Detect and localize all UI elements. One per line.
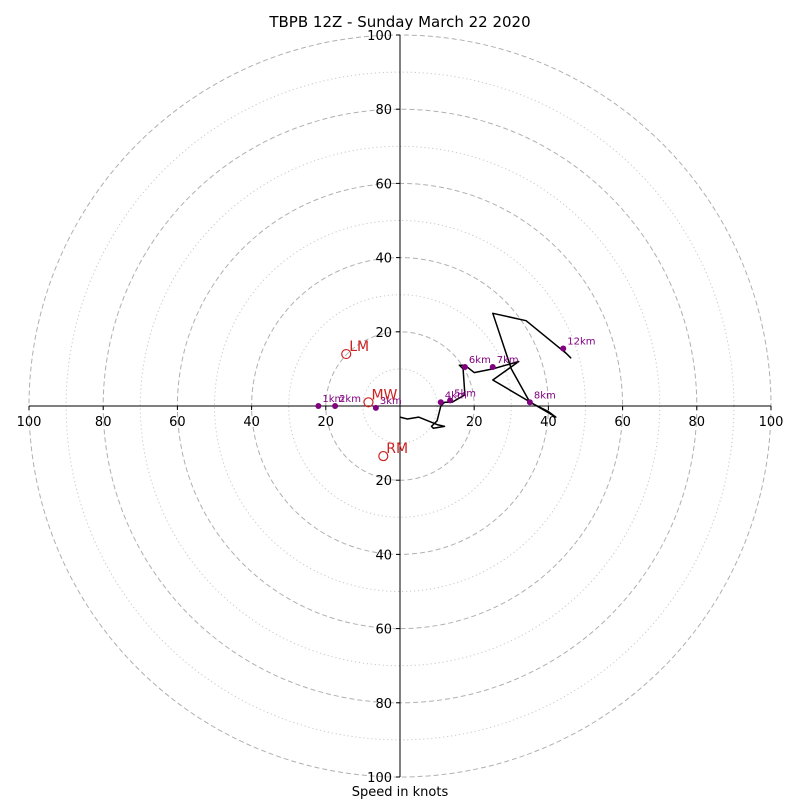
height-marker-point bbox=[332, 403, 339, 409]
x-tick-label: 100 bbox=[17, 415, 42, 430]
height-marker-point bbox=[315, 403, 322, 409]
x-tick-label: 20 bbox=[466, 415, 483, 430]
y-tick-label: 20 bbox=[375, 326, 392, 341]
y-tick-label: 100 bbox=[367, 771, 392, 786]
height-marker-point bbox=[489, 364, 496, 371]
y-tick-label: 40 bbox=[375, 548, 392, 563]
chart-title: TBPB 12Z - Sunday March 22 2020 bbox=[268, 13, 530, 31]
storm-motion-point bbox=[363, 397, 374, 408]
y-tick-label: 60 bbox=[375, 623, 392, 638]
x-tick-label: 40 bbox=[243, 415, 260, 430]
storm-motion-markers: LM MW RM bbox=[341, 339, 408, 462]
x-axis-label: Speed in knots bbox=[352, 785, 449, 800]
x-tick-label: 100 bbox=[759, 415, 784, 430]
y-tick-label: 100 bbox=[367, 29, 392, 44]
x-tick-label: 40 bbox=[540, 415, 557, 430]
height-marker-label: 1km bbox=[322, 394, 344, 405]
x-tick-label: 60 bbox=[614, 415, 631, 430]
x-tick-label: 60 bbox=[169, 415, 186, 430]
storm-motion-point bbox=[378, 450, 389, 462]
height-marker-label: 5km bbox=[454, 388, 476, 399]
tick-labels: 100 80 60 40 20 20 40 60 80 100 100 80 60 40 20 20 40 60 8… bbox=[17, 29, 784, 786]
storm-motion-label: MW bbox=[371, 387, 397, 403]
height-marker-label: 4km bbox=[445, 390, 467, 401]
x-tick-label: 80 bbox=[689, 415, 706, 430]
hodograph-trace bbox=[399, 312, 572, 430]
storm-motion-point bbox=[341, 348, 352, 360]
y-tick-label: 40 bbox=[375, 252, 392, 267]
height-marker-point bbox=[437, 399, 444, 406]
height-marker-label: 6km bbox=[469, 355, 491, 366]
storm-motion-label: RM bbox=[386, 441, 408, 457]
y-tick-label: 20 bbox=[375, 474, 392, 489]
y-tick-label: 60 bbox=[375, 177, 392, 192]
y-tick-label: 80 bbox=[375, 103, 392, 118]
height-marker-point bbox=[461, 364, 468, 371]
height-marker-point bbox=[447, 397, 454, 404]
axes bbox=[29, 35, 771, 777]
height-marker-label: 8km bbox=[534, 390, 556, 401]
hodograph-line bbox=[399, 312, 572, 430]
height-marker-label: 3km bbox=[380, 396, 402, 407]
y-tick-label: 80 bbox=[375, 697, 392, 712]
height-marker-point bbox=[372, 404, 379, 411]
x-tick-label: 80 bbox=[95, 415, 112, 430]
height-marker-point bbox=[560, 345, 567, 352]
height-marker-label: 2km bbox=[339, 394, 361, 405]
height-marker-label: 7km bbox=[497, 355, 519, 366]
height-marker-point bbox=[526, 399, 533, 406]
storm-motion-label: LM bbox=[349, 339, 369, 355]
height-marker-label: 12km bbox=[567, 336, 595, 347]
x-tick-label: 20 bbox=[318, 415, 335, 430]
